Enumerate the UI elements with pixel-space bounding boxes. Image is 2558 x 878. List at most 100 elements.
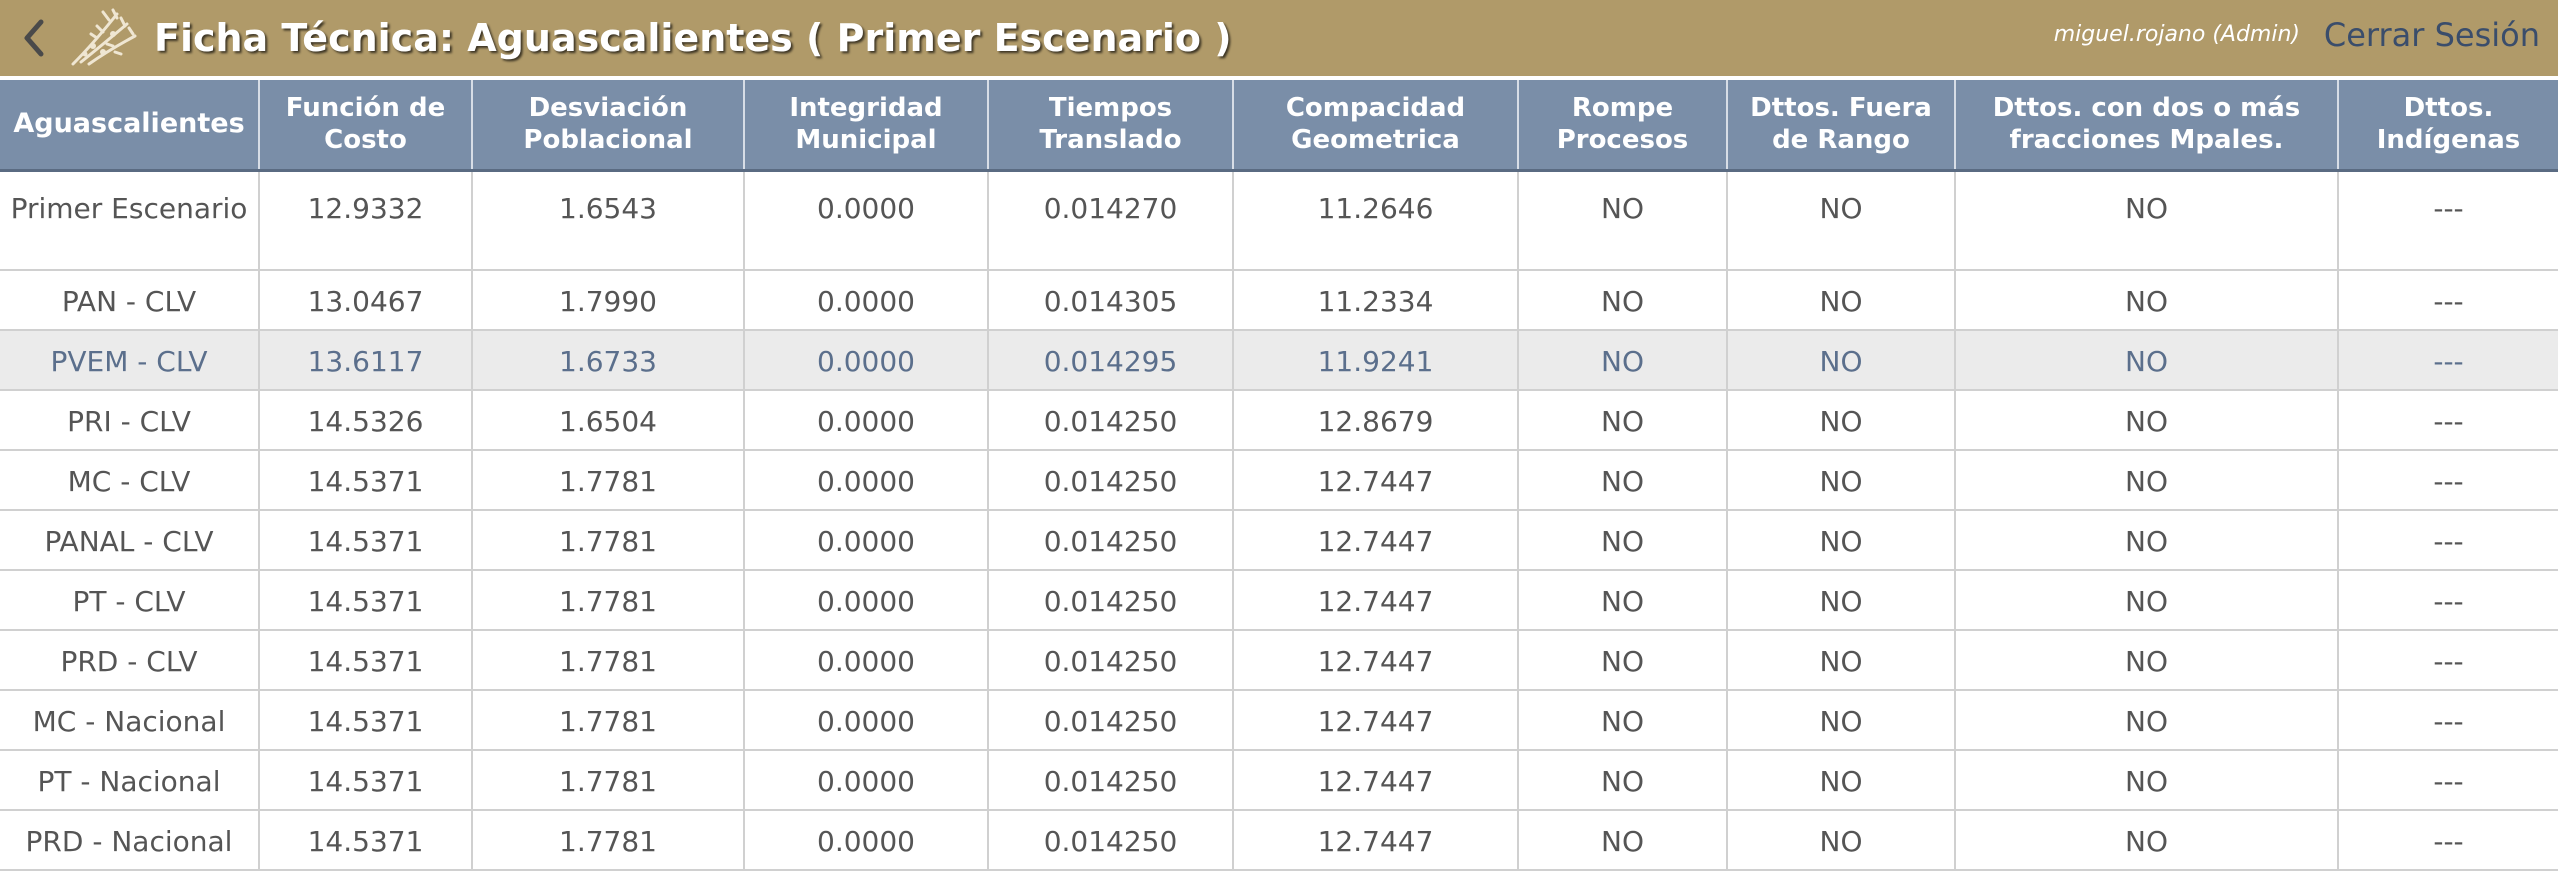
indigenous-districts-cell: --- (2337, 170, 2558, 271)
municipal-integrity-cell: 0.0000 (743, 330, 988, 391)
municipal-fractions-cell: NO (1954, 630, 2338, 691)
breaks-processes-cell: NO (1517, 690, 1727, 751)
travel-times-cell: 0.014250 (987, 510, 1233, 571)
cost-function-cell: 14.5371 (258, 750, 472, 811)
compactness-cell: 12.7447 (1232, 510, 1518, 571)
row-label: MC - Nacional (0, 690, 259, 751)
municipal-fractions-cell: NO (1954, 570, 2338, 631)
cost-function-cell: 13.6117 (258, 330, 472, 391)
cost-function-cell: 14.5326 (258, 390, 472, 451)
indigenous-districts-cell: --- (2337, 270, 2558, 331)
cost-function-cell: 14.5371 (258, 450, 472, 511)
indigenous-districts-cell: --- (2337, 570, 2558, 631)
municipal-fractions-cell: NO (1954, 810, 2338, 871)
column-header-population-deviation[interactable]: Desviación Poblacional (471, 80, 744, 170)
population-deviation-cell: 1.6733 (471, 330, 744, 391)
table-row-highlighted[interactable]: PVEM - CLV 13.6117 1.6733 0.0000 0.01429… (0, 330, 2558, 391)
municipal-fractions-cell: NO (1954, 390, 2338, 451)
column-header-indigenous-districts[interactable]: Dttos. Indígenas (2337, 80, 2558, 170)
table-row[interactable]: PANAL - CLV 14.5371 1.7781 0.0000 0.0142… (0, 510, 2558, 571)
municipal-fractions-cell: NO (1954, 330, 2338, 391)
column-header-breaks-processes[interactable]: Rompe Procesos (1517, 80, 1727, 170)
breaks-processes-cell: NO (1517, 810, 1727, 871)
column-header-travel-times[interactable]: Tiempos Translado (987, 80, 1233, 170)
out-of-range-cell: NO (1726, 450, 1955, 511)
out-of-range-cell: NO (1726, 170, 1955, 271)
column-header-districts-out-of-range[interactable]: Dttos. Fuera de Rango (1726, 80, 1955, 170)
breaks-processes-cell: NO (1517, 750, 1727, 811)
compactness-cell: 12.7447 (1232, 450, 1518, 511)
breaks-processes-cell: NO (1517, 510, 1727, 571)
table-row[interactable]: Primer Escenario 12.9332 1.6543 0.0000 0… (0, 170, 2558, 271)
table-row[interactable]: PRD - CLV 14.5371 1.7781 0.0000 0.014250… (0, 630, 2558, 691)
municipal-fractions-cell: NO (1954, 750, 2338, 811)
table-row[interactable]: PRD - Nacional 14.5371 1.7781 0.0000 0.0… (0, 810, 2558, 871)
municipal-integrity-cell: 0.0000 (743, 750, 988, 811)
out-of-range-cell: NO (1726, 690, 1955, 751)
indigenous-districts-cell: --- (2337, 750, 2558, 811)
table-row[interactable]: PRI - CLV 14.5326 1.6504 0.0000 0.014250… (0, 390, 2558, 451)
population-deviation-cell: 1.6504 (471, 390, 744, 451)
compactness-cell: 12.7447 (1232, 630, 1518, 691)
population-deviation-cell: 1.7990 (471, 270, 744, 331)
breaks-processes-cell: NO (1517, 630, 1727, 691)
table-row[interactable]: PT - CLV 14.5371 1.7781 0.0000 0.014250 … (0, 570, 2558, 631)
municipal-integrity-cell: 0.0000 (743, 450, 988, 511)
compactness-cell: 12.7447 (1232, 570, 1518, 631)
travel-times-cell: 0.014250 (987, 450, 1233, 511)
logout-link[interactable]: Cerrar Sesión (2323, 16, 2540, 54)
population-deviation-cell: 1.6543 (471, 170, 744, 271)
breaks-processes-cell: NO (1517, 330, 1727, 391)
travel-times-cell: 0.014250 (987, 690, 1233, 751)
population-deviation-cell: 1.7781 (471, 450, 744, 511)
indigenous-districts-cell: --- (2337, 690, 2558, 751)
column-header-state[interactable]: Aguascalientes (0, 80, 259, 170)
table-row[interactable]: MC - Nacional 14.5371 1.7781 0.0000 0.01… (0, 690, 2558, 751)
top-bar: Ficha Técnica: Aguascalientes ( Primer E… (0, 0, 2558, 76)
municipal-fractions-cell: NO (1954, 510, 2338, 571)
indigenous-districts-cell: --- (2337, 390, 2558, 451)
travel-times-cell: 0.014250 (987, 750, 1233, 811)
row-label: PANAL - CLV (0, 510, 259, 571)
out-of-range-cell: NO (1726, 330, 1955, 391)
chevron-left-icon[interactable] (14, 0, 54, 76)
cost-function-cell: 14.5371 (258, 510, 472, 571)
out-of-range-cell: NO (1726, 570, 1955, 631)
municipal-fractions-cell: NO (1954, 690, 2338, 751)
out-of-range-cell: NO (1726, 270, 1955, 331)
population-deviation-cell: 1.7781 (471, 690, 744, 751)
logo-icon (62, 3, 144, 73)
cost-function-cell: 14.5371 (258, 630, 472, 691)
municipal-integrity-cell: 0.0000 (743, 170, 988, 271)
indigenous-districts-cell: --- (2337, 450, 2558, 511)
table-row[interactable]: PT - Nacional 14.5371 1.7781 0.0000 0.01… (0, 750, 2558, 811)
table-row[interactable]: MC - CLV 14.5371 1.7781 0.0000 0.014250 … (0, 450, 2558, 511)
compactness-cell: 12.8679 (1232, 390, 1518, 451)
row-label: PRD - CLV (0, 630, 259, 691)
travel-times-cell: 0.014295 (987, 330, 1233, 391)
column-header-cost-function[interactable]: Función de Costo (258, 80, 472, 170)
row-label: MC - CLV (0, 450, 259, 511)
cost-function-cell: 14.5371 (258, 570, 472, 631)
breaks-processes-cell: NO (1517, 170, 1727, 271)
cost-function-cell: 13.0467 (258, 270, 472, 331)
column-header-geometric-compactness[interactable]: Compacidad Geometrica (1232, 80, 1518, 170)
compactness-cell: 12.7447 (1232, 810, 1518, 871)
page-title: Ficha Técnica: Aguascalientes ( Primer E… (154, 16, 1232, 60)
breaks-processes-cell: NO (1517, 270, 1727, 331)
breaks-processes-cell: NO (1517, 570, 1727, 631)
table-header-row: Aguascalientes Función de Costo Desviaci… (0, 80, 2558, 170)
municipal-fractions-cell: NO (1954, 450, 2338, 511)
travel-times-cell: 0.014270 (987, 170, 1233, 271)
cost-function-cell: 12.9332 (258, 170, 472, 271)
compactness-cell: 11.9241 (1232, 330, 1518, 391)
municipal-integrity-cell: 0.0000 (743, 810, 988, 871)
travel-times-cell: 0.014305 (987, 270, 1233, 331)
travel-times-cell: 0.014250 (987, 810, 1233, 871)
column-header-municipal-integrity[interactable]: Integridad Municipal (743, 80, 988, 170)
row-label: PT - Nacional (0, 750, 259, 811)
column-header-municipal-fractions[interactable]: Dttos. con dos o más fracciones Mpales. (1954, 80, 2338, 170)
compactness-cell: 11.2646 (1232, 170, 1518, 271)
out-of-range-cell: NO (1726, 510, 1955, 571)
table-row[interactable]: PAN - CLV 13.0467 1.7990 0.0000 0.014305… (0, 270, 2558, 331)
